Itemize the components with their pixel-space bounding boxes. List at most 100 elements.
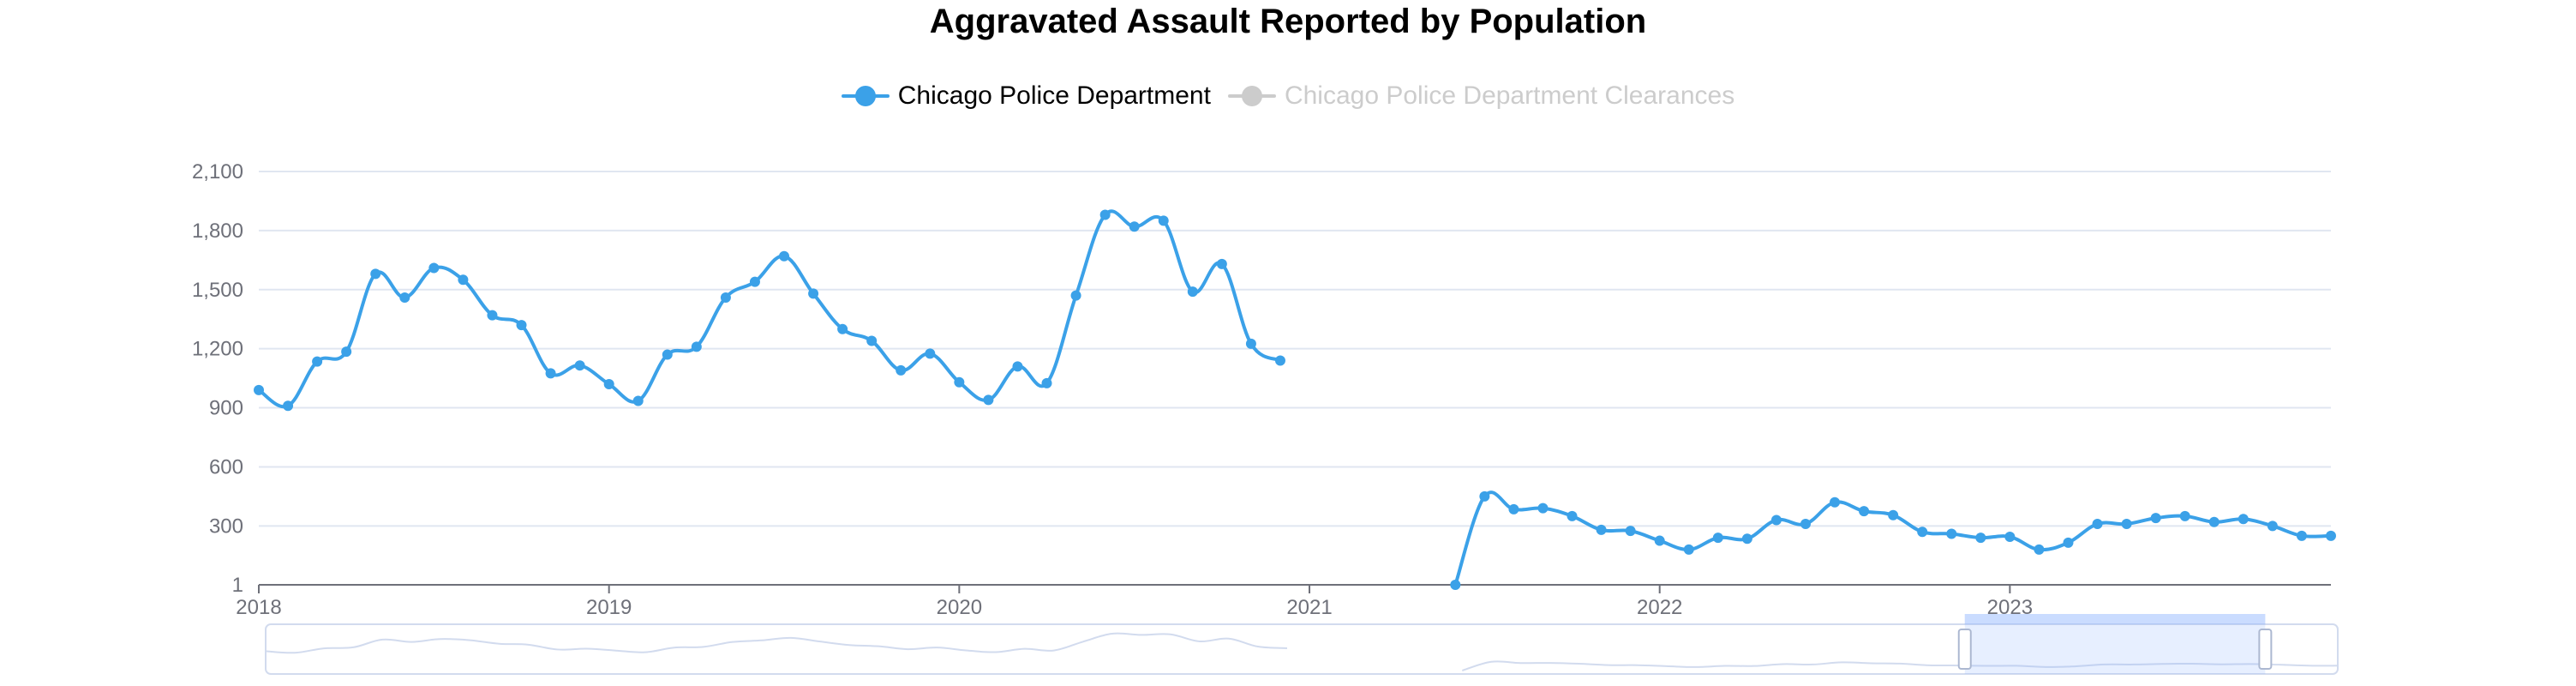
- data-point[interactable]: [1274, 355, 1285, 366]
- data-point[interactable]: [925, 348, 936, 359]
- plot-area: [254, 209, 2336, 590]
- data-point[interactable]: [1800, 519, 1811, 530]
- data-point[interactable]: [1917, 527, 1928, 538]
- data-point[interactable]: [2034, 544, 2045, 555]
- data-point[interactable]: [1567, 510, 1578, 521]
- y-tick-label: 1,800: [192, 220, 243, 243]
- y-tick-label: 900: [209, 397, 243, 420]
- y-tick-label: 1,200: [192, 338, 243, 361]
- data-point[interactable]: [1041, 377, 1052, 388]
- data-point[interactable]: [341, 346, 352, 358]
- data-point[interactable]: [1770, 514, 1782, 526]
- data-point[interactable]: [283, 400, 294, 412]
- data-point[interactable]: [1537, 502, 1549, 514]
- data-point[interactable]: [1654, 535, 1665, 546]
- data-point[interactable]: [2326, 530, 2336, 541]
- x-tick-label: 2018: [236, 596, 281, 619]
- data-point[interactable]: [1070, 290, 1081, 301]
- y-tick-label: 1: [232, 574, 243, 597]
- data-point[interactable]: [254, 384, 264, 395]
- zoom-selection[interactable]: [1964, 614, 2266, 674]
- x-tick-label: 2020: [937, 596, 982, 619]
- y-tick-label: 2,100: [192, 160, 243, 184]
- y-tick-label: 1,500: [192, 279, 243, 302]
- data-point[interactable]: [1187, 286, 1198, 298]
- zoom-move-bar[interactable]: [1964, 614, 2266, 624]
- data-point[interactable]: [2150, 513, 2161, 524]
- zoom-handle-left[interactable]: [1957, 629, 1972, 670]
- data-point[interactable]: [2179, 510, 2190, 521]
- data-point[interactable]: [1479, 490, 1490, 502]
- data-point[interactable]: [1888, 509, 1899, 521]
- data-point[interactable]: [312, 356, 323, 367]
- legend-label: Chicago Police Department Clearances: [1284, 81, 1735, 110]
- data-point[interactable]: [545, 368, 556, 379]
- data-point[interactable]: [720, 292, 731, 303]
- data-point[interactable]: [896, 364, 907, 376]
- data-point[interactable]: [837, 323, 848, 334]
- data-point[interactable]: [749, 276, 760, 287]
- data-point[interactable]: [428, 262, 440, 274]
- data-point[interactable]: [1596, 524, 1607, 535]
- data-point[interactable]: [399, 292, 410, 303]
- legend-item-chicago-police-department[interactable]: Chicago Police Department: [841, 79, 1211, 113]
- data-point[interactable]: [691, 341, 702, 352]
- data-point[interactable]: [1216, 258, 1227, 269]
- legend-swatch-icon: [1227, 86, 1276, 106]
- data-point[interactable]: [866, 335, 878, 346]
- data-point[interactable]: [779, 250, 790, 262]
- data-point[interactable]: [603, 379, 614, 390]
- data-point[interactable]: [1012, 361, 1023, 372]
- data-point[interactable]: [662, 349, 673, 360]
- data-point[interactable]: [1450, 580, 1461, 590]
- data-point[interactable]: [370, 268, 381, 280]
- zoom-handle-right[interactable]: [2258, 629, 2273, 670]
- data-point[interactable]: [487, 310, 498, 321]
- data-point[interactable]: [1830, 496, 1841, 508]
- data-point[interactable]: [2238, 514, 2249, 525]
- data-point[interactable]: [983, 394, 994, 406]
- data-point[interactable]: [808, 288, 819, 299]
- data-zoom-slider[interactable]: [265, 614, 2339, 675]
- grid-lines: [259, 171, 2331, 586]
- data-point[interactable]: [1975, 533, 1986, 544]
- y-tick-label: 300: [209, 514, 243, 538]
- data-point[interactable]: [1245, 338, 1256, 349]
- data-point[interactable]: [2267, 521, 2278, 532]
- data-point[interactable]: [1741, 533, 1752, 545]
- data-point[interactable]: [1683, 544, 1694, 555]
- y-tick-label: 600: [209, 455, 243, 478]
- data-point[interactable]: [1946, 528, 1957, 539]
- zoom-track: [265, 623, 2339, 675]
- data-point[interactable]: [1508, 503, 1519, 514]
- data-point[interactable]: [2092, 519, 2103, 530]
- data-point[interactable]: [2063, 537, 2074, 548]
- series-line-segment-1: [257, 209, 1281, 409]
- data-point[interactable]: [458, 274, 469, 286]
- data-point[interactable]: [574, 360, 585, 371]
- data-point[interactable]: [1859, 506, 1870, 517]
- data-point[interactable]: [954, 376, 965, 388]
- data-point[interactable]: [2004, 531, 2016, 542]
- data-point[interactable]: [1129, 221, 1140, 232]
- data-point[interactable]: [1625, 526, 1636, 537]
- data-point[interactable]: [2121, 519, 2132, 530]
- legend-item-clearances[interactable]: Chicago Police Department Clearances: [1227, 79, 1735, 113]
- data-point[interactable]: [1712, 533, 1723, 544]
- data-point[interactable]: [1099, 209, 1111, 220]
- data-point[interactable]: [2296, 530, 2307, 541]
- x-tick-label: 2022: [1637, 596, 1682, 619]
- zoom-preview-line: [265, 632, 1288, 654]
- x-tick-label: 2021: [1286, 596, 1332, 619]
- x-tick-label: 2023: [1987, 596, 2033, 619]
- chart-title: Aggravated Assault Reported by Populatio…: [929, 3, 1647, 40]
- data-point[interactable]: [2208, 516, 2220, 527]
- legend: Chicago Police Department Chicago Police…: [0, 79, 2576, 113]
- data-point[interactable]: [1158, 215, 1169, 226]
- x-axis: 2018 2019 2020 2021 2022 2023: [236, 584, 2331, 619]
- data-point[interactable]: [632, 395, 644, 406]
- x-tick-label: 2019: [586, 596, 632, 619]
- legend-swatch-icon: [841, 86, 890, 106]
- data-point[interactable]: [516, 320, 527, 331]
